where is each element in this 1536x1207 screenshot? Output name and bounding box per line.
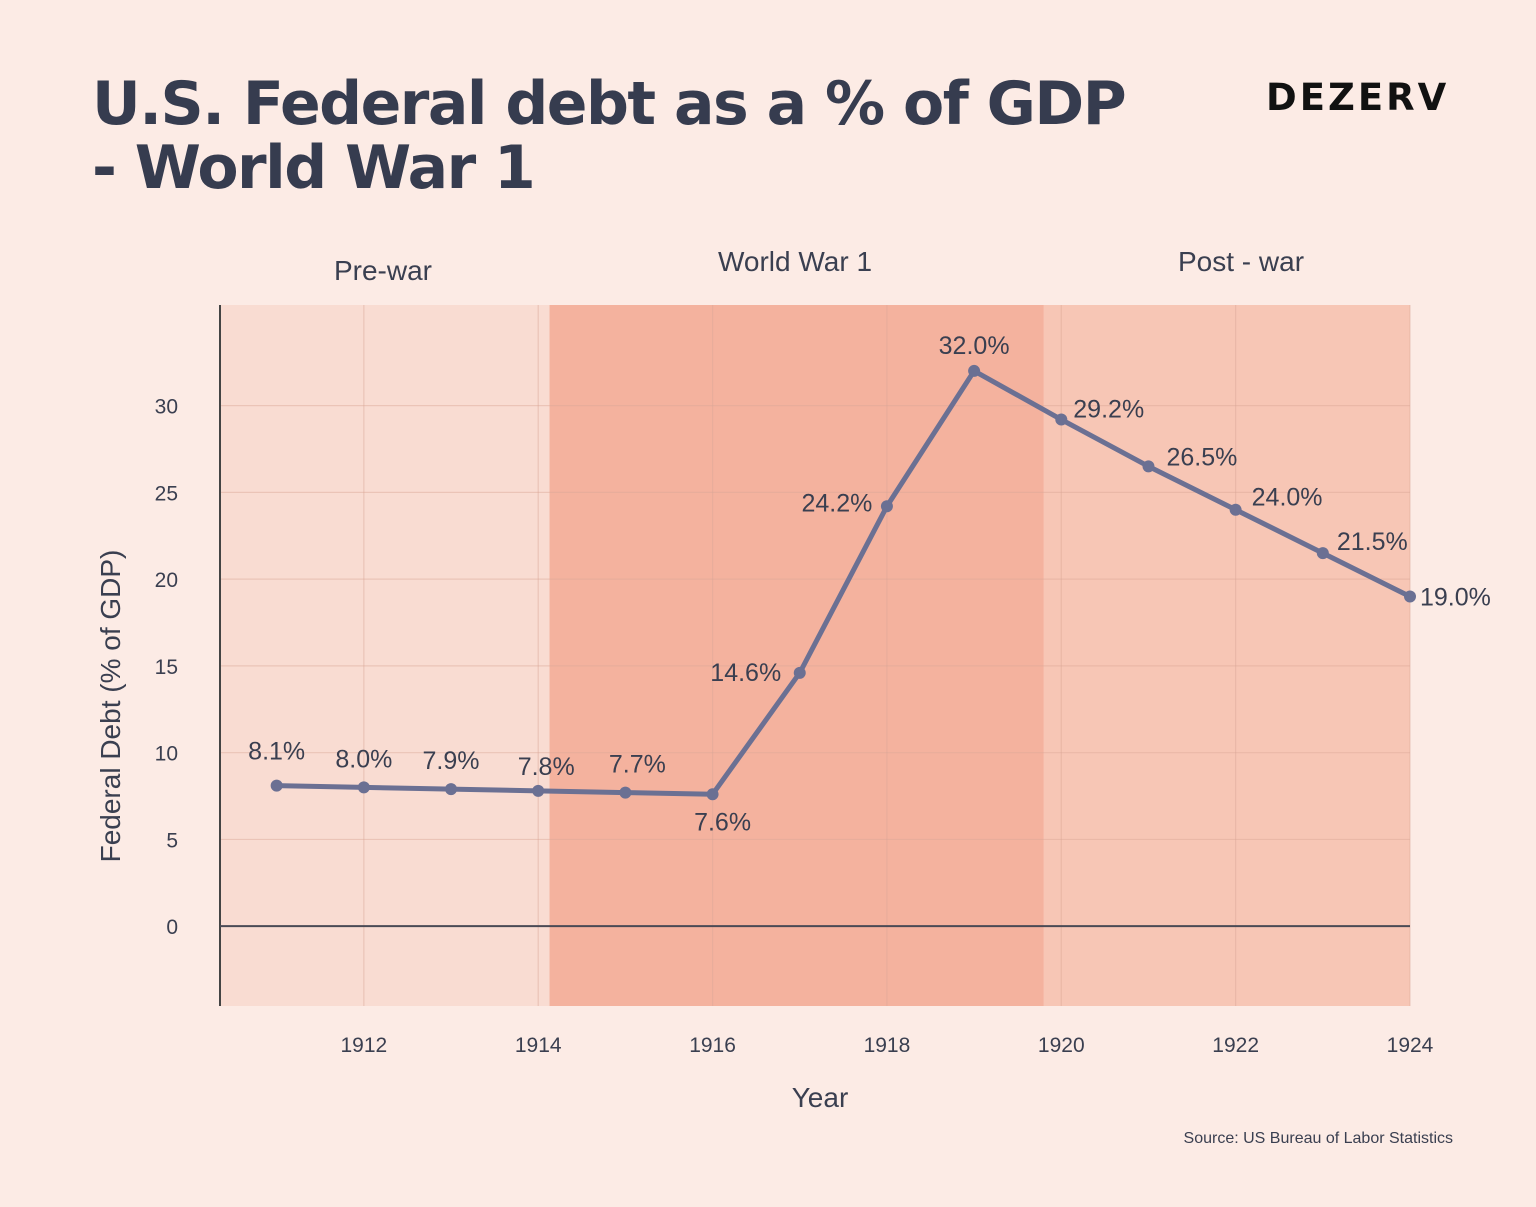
x-tick-labels: 1912 1914 1916 1918 1920 1922 1924 xyxy=(340,1034,1433,1057)
x-tick-label: 1912 xyxy=(340,1034,387,1057)
data-label: 7.6% xyxy=(694,808,751,836)
chart-title-line1: U.S. Federal debt as a % of GDP xyxy=(92,69,1127,139)
data-point xyxy=(1404,590,1416,603)
data-point xyxy=(1316,547,1329,560)
data-point xyxy=(532,784,545,797)
data-point xyxy=(619,786,632,799)
data-point xyxy=(1055,413,1068,426)
y-tick-label: 0 xyxy=(166,916,178,939)
x-axis-title: Year xyxy=(792,1082,849,1113)
gridlines xyxy=(220,305,1411,1006)
y-tick-label: 5 xyxy=(166,829,178,852)
data-label: 32.0% xyxy=(939,332,1010,360)
data-label: 8.0% xyxy=(335,745,392,773)
x-tick-label: 1922 xyxy=(1212,1034,1259,1057)
data-label: 24.0% xyxy=(1252,484,1323,512)
chart-title: U.S. Federal debt as a % of GDP - World … xyxy=(92,72,1172,200)
data-label: 7.9% xyxy=(423,747,480,775)
y-tick-labels: 0 5 10 15 20 25 30 xyxy=(155,396,178,940)
y-tick-label: 20 xyxy=(155,569,178,592)
band-label: World War 1 xyxy=(718,246,872,277)
x-tick-label: 1916 xyxy=(689,1034,736,1057)
data-point xyxy=(1142,460,1155,473)
x-tick-label: 1914 xyxy=(515,1034,562,1057)
data-point xyxy=(706,788,719,801)
axes xyxy=(219,305,1410,1006)
band-labels: Pre-war World War 1 Post - war xyxy=(334,246,1304,286)
band-pre-war xyxy=(220,305,550,1006)
data-label: 8.1% xyxy=(248,738,305,766)
x-tick-label: 1918 xyxy=(864,1034,911,1057)
data-label: 21.5% xyxy=(1337,528,1408,556)
y-tick-label: 25 xyxy=(155,482,178,505)
series-debt xyxy=(270,364,1416,801)
data-label: 29.2% xyxy=(1073,396,1144,424)
source-note: Source: US Bureau of Labor Statistics xyxy=(1183,1130,1453,1147)
y-tick-label: 30 xyxy=(155,396,178,419)
y-tick-label: 15 xyxy=(155,656,178,679)
data-point xyxy=(880,500,893,513)
x-tick-label: 1920 xyxy=(1038,1034,1085,1057)
data-label: 24.2% xyxy=(801,489,872,517)
band-label: Post - war xyxy=(1178,246,1304,277)
data-point xyxy=(270,779,283,792)
data-label: 14.6% xyxy=(710,659,781,687)
series-line xyxy=(274,368,1413,797)
data-point xyxy=(357,781,370,794)
x-tick-label: 1924 xyxy=(1387,1034,1434,1057)
data-label: 7.8% xyxy=(518,753,575,781)
data-point xyxy=(793,666,806,679)
data-label: 19.0% xyxy=(1420,584,1491,612)
chart-title-line2: - World War 1 xyxy=(92,133,536,203)
data-label: 7.7% xyxy=(609,751,666,779)
band-post-war xyxy=(1043,305,1410,1006)
data-point xyxy=(1229,503,1242,516)
brand-logo: DEZERV xyxy=(1266,76,1450,119)
data-point xyxy=(445,783,458,796)
band-label: Pre-war xyxy=(334,255,432,286)
y-tick-label: 10 xyxy=(155,743,178,766)
data-labels: 8.1% 8.0% 7.9% 7.8% 7.7% 7.6% 14.6% 24.2% 32.0% 2… xyxy=(248,332,1491,836)
period-bands xyxy=(220,305,1410,1006)
data-point xyxy=(968,364,981,377)
band-world-war-1 xyxy=(549,305,1044,1006)
data-label: 26.5% xyxy=(1166,443,1237,471)
y-axis-title: Federal Debt (% of GDP) xyxy=(95,550,126,863)
